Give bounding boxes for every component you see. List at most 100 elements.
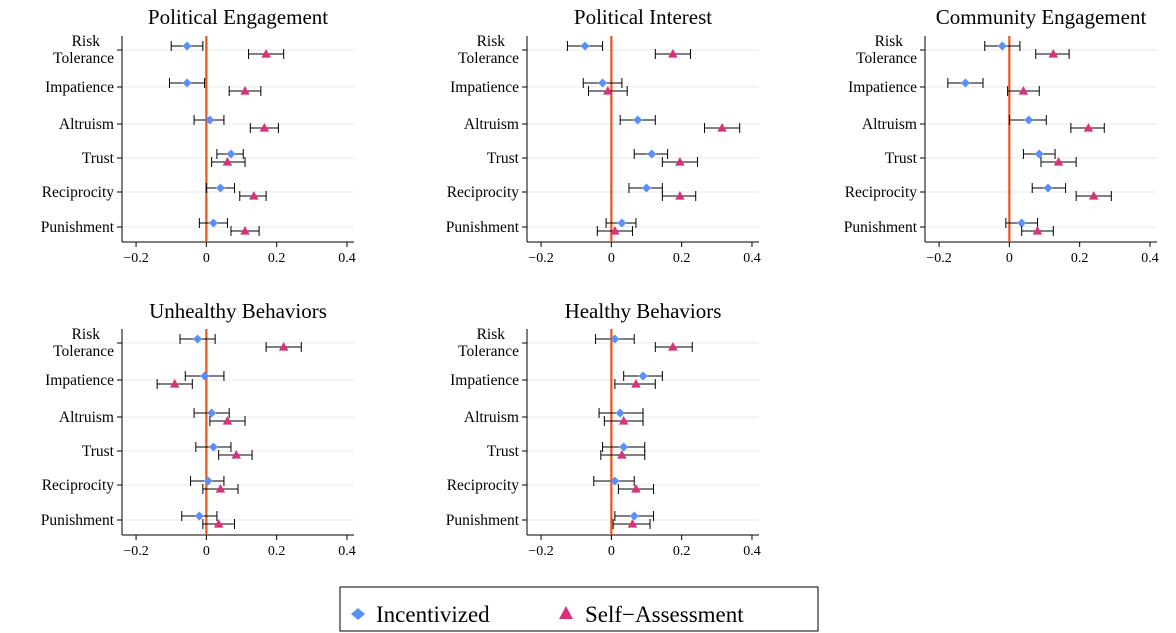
self-assessment-point [249, 191, 259, 200]
row-label: Risk [72, 326, 101, 343]
row-label: Impatience [45, 372, 114, 389]
self-assessment-point [169, 379, 180, 388]
self-assessment-point [231, 450, 242, 459]
legend-self-assessment-marker [559, 606, 573, 619]
panel-title: Political Engagement [148, 5, 328, 29]
row-label: Trust [82, 443, 115, 460]
row-label: Impatience [848, 79, 917, 96]
x-tick-label: −0.2 [123, 544, 148, 559]
self-assessment-point [1032, 226, 1043, 235]
incentivized-point [610, 334, 620, 344]
incentivized-point [629, 511, 639, 521]
legend-box [339, 586, 819, 632]
legend-incentivized-marker [351, 608, 365, 620]
x-tick-label: 0.2 [673, 251, 691, 266]
incentivized-point [1024, 115, 1034, 125]
incentivized-point [997, 41, 1007, 51]
row-label: Altruism [464, 116, 519, 133]
self-assessment-point [610, 226, 620, 235]
row-label: Reciprocity [845, 184, 918, 201]
self-assessment-point [668, 49, 678, 58]
self-assessment-point [631, 379, 641, 388]
x-tick-label: −0.2 [926, 251, 951, 266]
row-label: Tolerance [856, 50, 917, 67]
self-assessment-point [278, 342, 289, 351]
incentivized-point [203, 476, 213, 486]
self-assessment-point [717, 123, 727, 132]
self-assessment-point [1088, 191, 1099, 200]
x-tick-label: 0.4 [743, 251, 761, 266]
self-assessment-point [213, 519, 224, 528]
row-label: Altruism [862, 116, 917, 133]
self-assessment-point [240, 226, 250, 235]
self-assessment-point [240, 86, 250, 95]
incentivized-point [1043, 183, 1053, 193]
panels: Political EngagementRiskToleranceImpatie… [41, 5, 1159, 559]
incentivized-point [194, 511, 204, 521]
x-tick-label: −0.2 [528, 544, 553, 559]
row-label: Punishment [41, 512, 115, 529]
self-assessment-point [631, 484, 641, 493]
row-label: Tolerance [53, 50, 114, 67]
x-tick-label: 0 [203, 544, 210, 559]
incentivized-point [610, 476, 620, 486]
incentivized-point [598, 78, 608, 88]
self-assessment-point [603, 86, 613, 95]
incentivized-point [200, 371, 210, 381]
legend-self-assessment-label: Self−Assessment [585, 602, 744, 627]
row-label: Impatience [450, 79, 519, 96]
row-label: Altruism [59, 116, 114, 133]
x-tick-label: 0.4 [338, 544, 356, 559]
incentivized-point [226, 149, 236, 159]
incentivized-point [960, 78, 970, 88]
row-label: Risk [72, 33, 101, 50]
row-label: Reciprocity [42, 477, 115, 494]
x-tick-label: 0.4 [338, 251, 356, 266]
incentivized-point [208, 218, 218, 228]
self-assessment-point [675, 157, 685, 166]
panel-title: Political Interest [574, 5, 712, 29]
incentivized-point [205, 115, 215, 125]
row-label: Trust [487, 443, 520, 460]
legend: Incentivized Self−Assessment [339, 586, 819, 632]
row-label: Reciprocity [447, 477, 520, 494]
row-label: Punishment [446, 219, 520, 236]
incentivized-point [617, 218, 627, 228]
incentivized-point [182, 78, 192, 88]
row-label: Punishment [844, 219, 918, 236]
x-tick-label: 0.2 [673, 544, 691, 559]
x-tick-label: 0 [1006, 251, 1013, 266]
self-assessment-point [1083, 123, 1094, 132]
row-label: Reciprocity [42, 184, 115, 201]
incentivized-point [208, 442, 218, 452]
panel-title: Healthy Behaviors [565, 299, 722, 323]
incentivized-point [580, 41, 590, 51]
incentivized-point [1034, 149, 1044, 159]
row-label: Risk [477, 326, 506, 343]
incentivized-point [642, 183, 652, 193]
self-assessment-point [627, 519, 638, 528]
self-assessment-point [618, 416, 629, 425]
x-tick-label: 0 [608, 251, 615, 266]
incentivized-point [215, 183, 225, 193]
incentivized-point [615, 408, 625, 418]
row-label: Risk [477, 33, 506, 50]
self-assessment-point [675, 191, 685, 200]
x-tick-label: 0.4 [1141, 251, 1159, 266]
incentivized-point [647, 149, 657, 159]
incentivized-point [193, 334, 203, 344]
self-assessment-point [1053, 157, 1064, 166]
self-assessment-point [222, 157, 233, 166]
row-label: Altruism [59, 409, 114, 426]
row-label: Altruism [464, 409, 519, 426]
self-assessment-point [1018, 86, 1029, 95]
panel-title: Unhealthy Behaviors [149, 299, 327, 323]
x-tick-label: 0 [203, 251, 210, 266]
x-tick-label: 0.4 [743, 544, 761, 559]
